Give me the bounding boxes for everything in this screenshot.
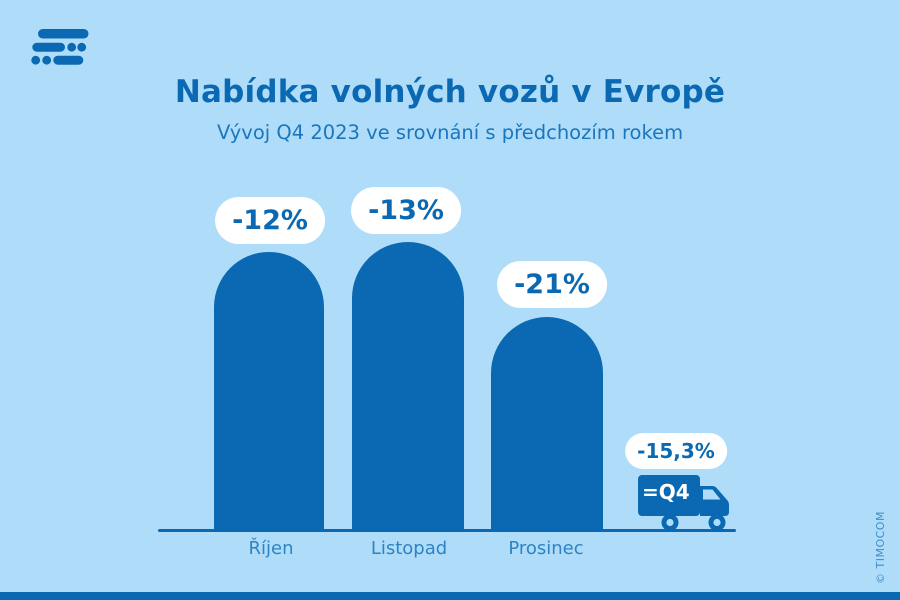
- bar-november: [352, 242, 464, 531]
- truck-q4-label: =Q4: [642, 480, 690, 504]
- chart-title: Nabídka volných vozů v Evropě: [174, 74, 726, 110]
- x-axis-label-october: Říjen: [248, 538, 294, 559]
- x-axis-label-november: Listopad: [370, 538, 448, 559]
- timocom-logo-icon: [31, 29, 89, 65]
- x-axis-line: [158, 529, 736, 532]
- x-axis-label-december: Prosinec: [508, 538, 584, 559]
- bar-december: [491, 317, 603, 531]
- chart-subtitle: Vývoj Q4 2023 ve srovnání s předchozím r…: [216, 121, 684, 144]
- value-badge-december: -21%: [497, 261, 607, 308]
- bottom-border-bar: [0, 592, 900, 600]
- truck-icon: =Q4: [638, 475, 729, 531]
- copyright-text: © TIMOCOM: [874, 511, 887, 584]
- bar-october: [214, 252, 324, 531]
- value-badge-q4-average: -15,3%: [625, 433, 727, 469]
- value-badge-november: -13%: [351, 187, 461, 234]
- value-badge-october: -12%: [215, 197, 325, 244]
